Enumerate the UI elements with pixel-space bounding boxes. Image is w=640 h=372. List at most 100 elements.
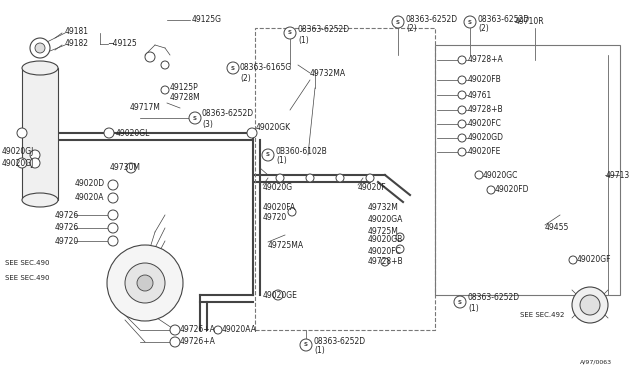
Text: SEE SEC.492: SEE SEC.492: [520, 312, 564, 318]
Circle shape: [189, 112, 201, 124]
Text: S: S: [231, 65, 235, 71]
Circle shape: [247, 128, 257, 138]
Text: S: S: [193, 115, 197, 121]
Circle shape: [145, 52, 155, 62]
Circle shape: [396, 245, 404, 253]
Text: 49720: 49720: [55, 237, 79, 246]
Text: 49020FB: 49020FB: [468, 76, 502, 84]
Text: 0B360-6102B: 0B360-6102B: [276, 147, 328, 155]
Circle shape: [487, 186, 495, 194]
Text: 49730M: 49730M: [110, 164, 141, 173]
Text: 08363-6252D: 08363-6252D: [202, 109, 254, 119]
Circle shape: [458, 56, 466, 64]
Text: 49020GK: 49020GK: [256, 124, 291, 132]
Circle shape: [458, 120, 466, 128]
Circle shape: [161, 61, 169, 69]
Text: 49020FA: 49020FA: [263, 203, 296, 212]
Text: 08363-6252D: 08363-6252D: [468, 294, 520, 302]
Circle shape: [569, 256, 577, 264]
Circle shape: [108, 223, 118, 233]
Circle shape: [464, 16, 476, 28]
Text: S: S: [396, 19, 400, 25]
Text: 49020F: 49020F: [358, 183, 387, 192]
Text: 49020GC: 49020GC: [483, 170, 518, 180]
Text: 49020FC: 49020FC: [468, 119, 502, 128]
Circle shape: [125, 263, 165, 303]
Circle shape: [170, 337, 180, 347]
Text: 49020G: 49020G: [263, 183, 293, 192]
Circle shape: [454, 296, 466, 308]
Circle shape: [273, 290, 283, 300]
Text: A/97/0063: A/97/0063: [580, 359, 612, 365]
Text: 49020AA: 49020AA: [222, 326, 257, 334]
Text: (3): (3): [202, 119, 213, 128]
Circle shape: [458, 148, 466, 156]
Text: 49020D: 49020D: [75, 179, 105, 187]
Text: 49020GL: 49020GL: [116, 128, 150, 138]
Text: 49761: 49761: [468, 90, 492, 99]
Text: 08363-6252D: 08363-6252D: [314, 337, 366, 346]
Text: 49710R: 49710R: [515, 17, 545, 26]
Circle shape: [458, 134, 466, 142]
Text: 49713: 49713: [606, 170, 630, 180]
Circle shape: [276, 174, 284, 182]
Text: 49020GF: 49020GF: [577, 256, 611, 264]
Text: 49455: 49455: [545, 224, 570, 232]
Text: 49728M: 49728M: [170, 93, 201, 103]
Text: 49720: 49720: [263, 214, 287, 222]
Circle shape: [126, 163, 136, 173]
Text: 49020FD: 49020FD: [495, 186, 529, 195]
Circle shape: [300, 339, 312, 351]
Text: (1): (1): [314, 346, 324, 356]
Text: 08363-6252D: 08363-6252D: [298, 26, 350, 35]
Text: 49020GJ: 49020GJ: [2, 158, 35, 167]
Text: 49181: 49181: [65, 28, 89, 36]
Circle shape: [227, 62, 239, 74]
Circle shape: [396, 233, 404, 241]
Text: 49020GB: 49020GB: [368, 235, 403, 244]
Text: (2): (2): [478, 25, 489, 33]
Text: 49020GA: 49020GA: [368, 215, 403, 224]
Ellipse shape: [22, 193, 58, 207]
Circle shape: [35, 43, 45, 53]
Text: 49125G: 49125G: [192, 16, 222, 25]
Text: 49182: 49182: [65, 39, 89, 48]
Text: S: S: [304, 343, 308, 347]
Circle shape: [104, 128, 114, 138]
Text: 49725MA: 49725MA: [268, 241, 304, 250]
Text: S: S: [266, 153, 270, 157]
Text: SEE SEC.490: SEE SEC.490: [5, 260, 49, 266]
Text: ─49125: ─49125: [108, 39, 137, 48]
Text: 49732M: 49732M: [368, 202, 399, 212]
Circle shape: [262, 149, 274, 161]
Text: 49020GD: 49020GD: [468, 134, 504, 142]
Circle shape: [30, 150, 40, 160]
Text: (2): (2): [406, 25, 417, 33]
Circle shape: [381, 258, 389, 266]
Circle shape: [214, 326, 222, 334]
Circle shape: [137, 275, 153, 291]
Circle shape: [108, 210, 118, 220]
Text: 08363-6252D: 08363-6252D: [478, 15, 530, 23]
Circle shape: [572, 287, 608, 323]
Text: 49726: 49726: [55, 211, 79, 219]
Circle shape: [30, 38, 50, 58]
Text: (1): (1): [298, 35, 308, 45]
Circle shape: [284, 27, 296, 39]
Text: (2): (2): [240, 74, 251, 83]
Circle shape: [108, 193, 118, 203]
Circle shape: [458, 106, 466, 114]
Circle shape: [17, 158, 27, 168]
Circle shape: [107, 245, 183, 321]
Text: 49728+A: 49728+A: [468, 55, 504, 64]
Text: 49125P: 49125P: [170, 83, 199, 93]
Circle shape: [108, 180, 118, 190]
Circle shape: [108, 236, 118, 246]
Circle shape: [170, 325, 180, 335]
Text: S: S: [468, 19, 472, 25]
Text: 49732MA: 49732MA: [310, 68, 346, 77]
Text: S: S: [458, 299, 462, 305]
Text: (1): (1): [276, 157, 287, 166]
Circle shape: [30, 158, 40, 168]
Circle shape: [475, 171, 483, 179]
